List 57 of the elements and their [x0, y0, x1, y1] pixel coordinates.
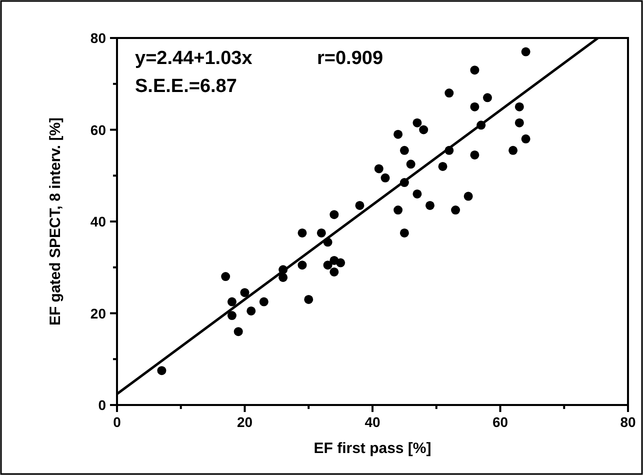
- point: [227, 311, 236, 320]
- point: [470, 66, 480, 75]
- point: [380, 173, 390, 182]
- point: [451, 206, 460, 215]
- x-axis-title: EF first pass [%]: [314, 440, 432, 457]
- y-axis-title: EF gated SPECT, 8 interv. [%]: [47, 117, 64, 326]
- point: [412, 118, 422, 128]
- point: [240, 288, 250, 298]
- point: [482, 93, 492, 102]
- point: [394, 130, 403, 139]
- y-tick-label: 60: [90, 122, 106, 138]
- point: [221, 272, 230, 282]
- point: [355, 200, 364, 210]
- y-tick-label: 20: [90, 305, 106, 322]
- point: [278, 272, 288, 282]
- x-tick-label: 80: [620, 414, 636, 430]
- point: [406, 160, 416, 169]
- y-tick-label: 40: [90, 214, 106, 230]
- point: [400, 146, 409, 155]
- point: [330, 267, 339, 276]
- point: [419, 125, 428, 134]
- point: [521, 47, 530, 56]
- point: [444, 88, 454, 98]
- point: [259, 297, 268, 306]
- point: [464, 192, 473, 201]
- x-tick-label: 0: [113, 414, 122, 430]
- point: [438, 162, 448, 171]
- point: [514, 118, 524, 128]
- point: [304, 294, 314, 304]
- point: [425, 200, 434, 210]
- point: [227, 297, 236, 306]
- point: [412, 189, 422, 198]
- point: [298, 228, 307, 238]
- point: [470, 150, 480, 160]
- point: [470, 102, 480, 112]
- annotation: S.E.E.=6.87: [135, 76, 237, 97]
- point: [336, 258, 346, 268]
- point: [316, 228, 326, 238]
- point: [234, 327, 243, 336]
- point: [514, 102, 524, 112]
- point: [374, 164, 384, 174]
- point: [400, 228, 409, 238]
- y-tick-label: 80: [90, 30, 106, 46]
- x-tick-label: 20: [236, 414, 253, 430]
- x-tick-label: 40: [364, 414, 380, 430]
- point: [298, 260, 307, 270]
- y-tick-label: 0: [98, 397, 106, 413]
- point: [323, 260, 332, 270]
- point: [508, 146, 518, 155]
- point: [157, 366, 166, 376]
- annotation: r=0.909: [317, 48, 384, 69]
- point: [394, 206, 403, 215]
- point: [521, 134, 530, 144]
- annotation: y=2.44+1.03x: [135, 48, 253, 69]
- point: [246, 306, 256, 316]
- point: [330, 210, 339, 220]
- x-tick-label: 60: [492, 414, 508, 430]
